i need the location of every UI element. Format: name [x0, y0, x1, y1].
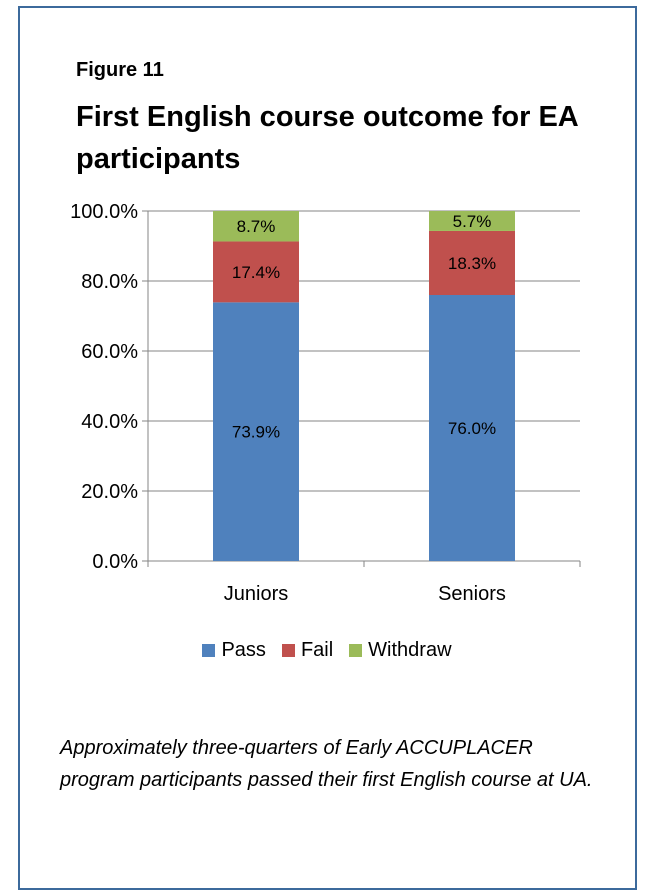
- figure-label: Figure 11: [76, 59, 164, 81]
- x-tick-label: Juniors: [224, 583, 288, 605]
- bar-fail-seniors: [429, 230, 515, 295]
- legend-item-fail: Fail: [281, 639, 334, 662]
- y-tick-label: 0.0%: [92, 551, 138, 573]
- bar-pass-seniors: [429, 295, 515, 561]
- y-tick-label: 40.0%: [81, 411, 138, 433]
- figure-frame: [18, 6, 637, 890]
- legend: Pass Fail Withdraw: [0, 639, 654, 662]
- bar-fail-juniors: [213, 241, 299, 303]
- legend-item-pass: Pass: [202, 639, 266, 662]
- legend-swatch: [202, 644, 216, 657]
- data-label: 76.0%: [448, 419, 496, 438]
- bar-withdraw-juniors: [213, 211, 299, 242]
- legend-label: Pass: [221, 639, 266, 661]
- bar-pass-juniors: [213, 302, 299, 561]
- legend-label: Fail: [300, 639, 334, 661]
- y-tick-label: 60.0%: [81, 341, 138, 363]
- data-label: 5.7%: [453, 212, 492, 231]
- data-label: 73.9%: [232, 423, 280, 442]
- gridlines: [148, 210, 580, 492]
- data-label: 18.3%: [448, 254, 496, 273]
- x-tick-label: Seniors: [438, 583, 506, 605]
- data-label: 8.7%: [237, 217, 276, 236]
- data-labels: 73.9% 17.4% 8.7% 76.0% 18.3% 5.7%: [232, 212, 496, 442]
- bar-withdraw-seniors: [429, 211, 515, 231]
- legend-item-withdraw: Withdraw: [349, 639, 452, 662]
- data-label: 17.4%: [232, 263, 280, 282]
- bars: [213, 211, 515, 561]
- legend-swatch: [281, 644, 295, 657]
- legend-swatch: [349, 644, 363, 657]
- chart-title: First English course outcome for EA part…: [76, 101, 578, 175]
- y-tick-label: 80.0%: [81, 271, 138, 293]
- axes: 0.0% 20.0% 40.0% 60.0% 80.0% 100.0% Juniors Sen…: [70, 201, 581, 605]
- y-tick-label: 100.0%: [70, 201, 138, 223]
- y-tick-label: 20.0%: [81, 481, 138, 503]
- figure-caption: Approximately three-quarters of Early AC…: [60, 737, 593, 791]
- legend-label: Withdraw: [368, 639, 452, 661]
